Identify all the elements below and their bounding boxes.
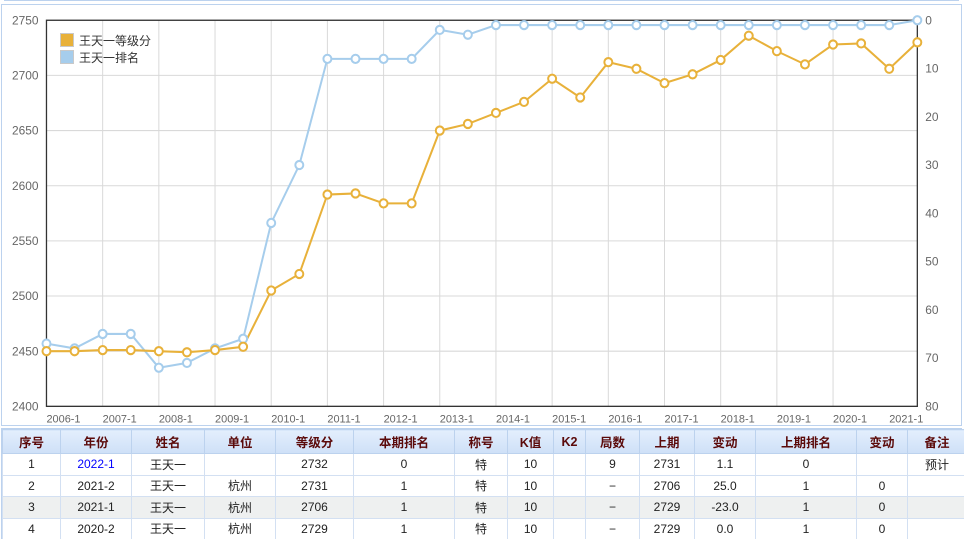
svg-text:2015-1: 2015-1	[552, 414, 586, 425]
svg-text:70: 70	[925, 351, 939, 365]
svg-text:2010-1: 2010-1	[271, 414, 305, 425]
svg-text:60: 60	[925, 303, 939, 317]
svg-text:2012-1: 2012-1	[384, 414, 418, 425]
svg-text:2500: 2500	[12, 289, 39, 303]
svg-text:2400: 2400	[12, 399, 39, 413]
svg-text:2021-1: 2021-1	[889, 414, 923, 425]
svg-text:2006-1: 2006-1	[46, 414, 80, 425]
svg-text:2019-1: 2019-1	[777, 414, 811, 425]
svg-text:2007-1: 2007-1	[103, 414, 137, 425]
svg-text:2750: 2750	[12, 13, 39, 27]
svg-text:2017-1: 2017-1	[664, 414, 698, 425]
svg-text:2020-1: 2020-1	[833, 414, 867, 425]
svg-text:2013-1: 2013-1	[440, 414, 474, 425]
svg-text:2450: 2450	[12, 344, 39, 358]
svg-text:2550: 2550	[12, 234, 39, 248]
svg-text:50: 50	[925, 254, 939, 268]
svg-text:2016-1: 2016-1	[608, 414, 642, 425]
svg-text:2600: 2600	[12, 179, 39, 193]
svg-text:20: 20	[925, 110, 939, 124]
svg-text:2650: 2650	[12, 123, 39, 137]
svg-text:2008-1: 2008-1	[159, 414, 193, 425]
svg-text:40: 40	[925, 206, 939, 220]
svg-text:80: 80	[925, 399, 939, 413]
svg-text:2009-1: 2009-1	[215, 414, 249, 425]
svg-text:2014-1: 2014-1	[496, 414, 530, 425]
svg-text:2018-1: 2018-1	[721, 414, 755, 425]
svg-text:2700: 2700	[12, 68, 39, 82]
svg-text:2011-1: 2011-1	[327, 414, 360, 425]
svg-text:0: 0	[925, 13, 932, 27]
svg-text:30: 30	[925, 158, 939, 172]
svg-text:10: 10	[925, 61, 939, 75]
